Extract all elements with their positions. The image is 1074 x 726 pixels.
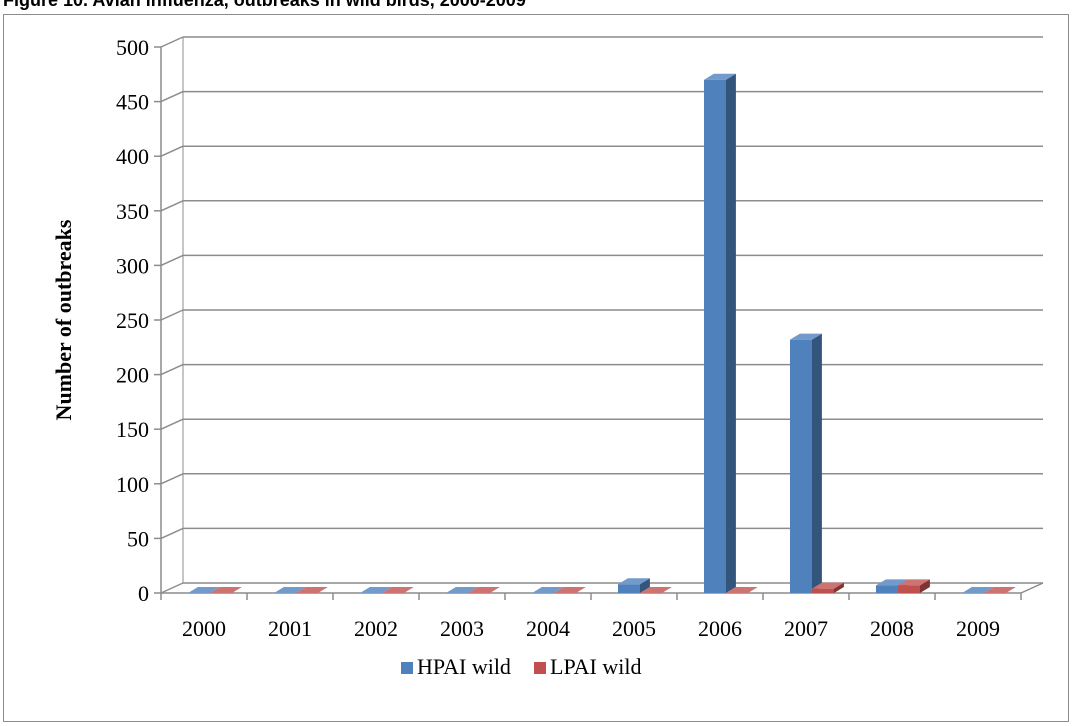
bar-lpai-wild-2003 <box>468 587 500 593</box>
gridline-depth <box>160 36 184 48</box>
bar-hpai-wild-2005 <box>618 578 650 593</box>
bar-hpai-wild-2006 <box>704 73 736 593</box>
bar-hpai-wild-2002 <box>360 587 392 593</box>
bars <box>188 73 1016 593</box>
legend-label: HPAI wild <box>417 654 511 679</box>
bar-lpai-wild-2008 <box>898 579 930 593</box>
bar-lpai-wild-2000 <box>210 587 242 593</box>
y-tick-label: 200 <box>116 363 149 388</box>
gridline-depth <box>160 145 184 157</box>
y-tick-label: 100 <box>116 472 149 497</box>
bar-lpai-wild-2005 <box>640 587 672 593</box>
x-tick-label: 2000 <box>182 616 226 641</box>
x-tick-label: 2003 <box>440 616 484 641</box>
gridline-depth <box>160 418 184 430</box>
y-tick-label: 250 <box>116 308 149 333</box>
bar-lpai-wild-2001 <box>296 587 328 593</box>
gridline-depth <box>160 309 184 321</box>
x-tick-label: 2004 <box>526 616 570 641</box>
floor-right-edge <box>1020 582 1044 594</box>
x-tick-label: 2009 <box>956 616 1000 641</box>
legend-label: LPAI wild <box>550 654 641 679</box>
x-tick-label: 2007 <box>784 616 828 641</box>
y-tick-labels: 0 50 100 150 200 250 300 350 400 450 500 <box>116 35 149 606</box>
gridline-depth <box>160 473 184 485</box>
gridline-depth <box>160 527 184 540</box>
bar-hpai-wild-2000 <box>188 587 220 593</box>
gridline-depth <box>160 363 184 376</box>
y-tick-label: 400 <box>116 144 149 169</box>
gridline-depth <box>160 254 184 267</box>
gridline-depth <box>160 582 184 594</box>
figure-title: Figure 10. Avian influenza, outbreaks in… <box>3 0 526 10</box>
gridline-depth <box>160 200 184 212</box>
legend-swatch <box>401 662 413 674</box>
legend-item-lpai-wild: LPAI wild <box>534 654 641 679</box>
y-tick-label: 150 <box>116 417 149 442</box>
gridlines <box>160 36 1043 594</box>
bar-hpai-wild-2007 <box>790 333 822 593</box>
y-tick-label: 500 <box>116 35 149 60</box>
x-tick-label: 2002 <box>354 616 398 641</box>
bar-hpai-wild-2004 <box>532 587 564 593</box>
y-tick-label: 0 <box>138 581 149 606</box>
bar-hpai-wild-2009 <box>962 587 994 593</box>
legend-swatch <box>534 662 546 674</box>
x-tick-labels: 2000 2001 2002 2003 2004 2005 2006 2007 2008 2009 <box>182 616 1000 641</box>
bar-lpai-wild-2004 <box>554 587 586 593</box>
y-tick-label: 450 <box>116 90 149 115</box>
bar-lpai-wild-2009 <box>984 587 1016 593</box>
chart-frame: 0 50 100 150 200 250 300 350 400 450 500 2000 2001 2… <box>3 14 1069 722</box>
x-tick-label: 2005 <box>612 616 656 641</box>
y-axis-label: Number of outbreaks <box>51 219 76 420</box>
gridline-depth <box>160 90 184 103</box>
bar-hpai-wild-2001 <box>274 587 306 593</box>
y-tick-label: 50 <box>127 526 149 551</box>
x-tick-label: 2008 <box>870 616 914 641</box>
x-tick-label: 2006 <box>698 616 742 641</box>
y-tick-label: 350 <box>116 199 149 224</box>
legend: HPAI wild LPAI wild <box>401 654 641 679</box>
y-tick-label: 300 <box>116 253 149 278</box>
bar-lpai-wild-2002 <box>382 587 414 593</box>
axes <box>154 37 1044 600</box>
legend-item-hpai-wild: HPAI wild <box>401 654 511 679</box>
bar-hpai-wild-2003 <box>446 587 478 593</box>
x-tick-label: 2001 <box>268 616 312 641</box>
bar-lpai-wild-2006 <box>726 587 758 593</box>
bar-lpai-wild-2007 <box>812 582 844 593</box>
